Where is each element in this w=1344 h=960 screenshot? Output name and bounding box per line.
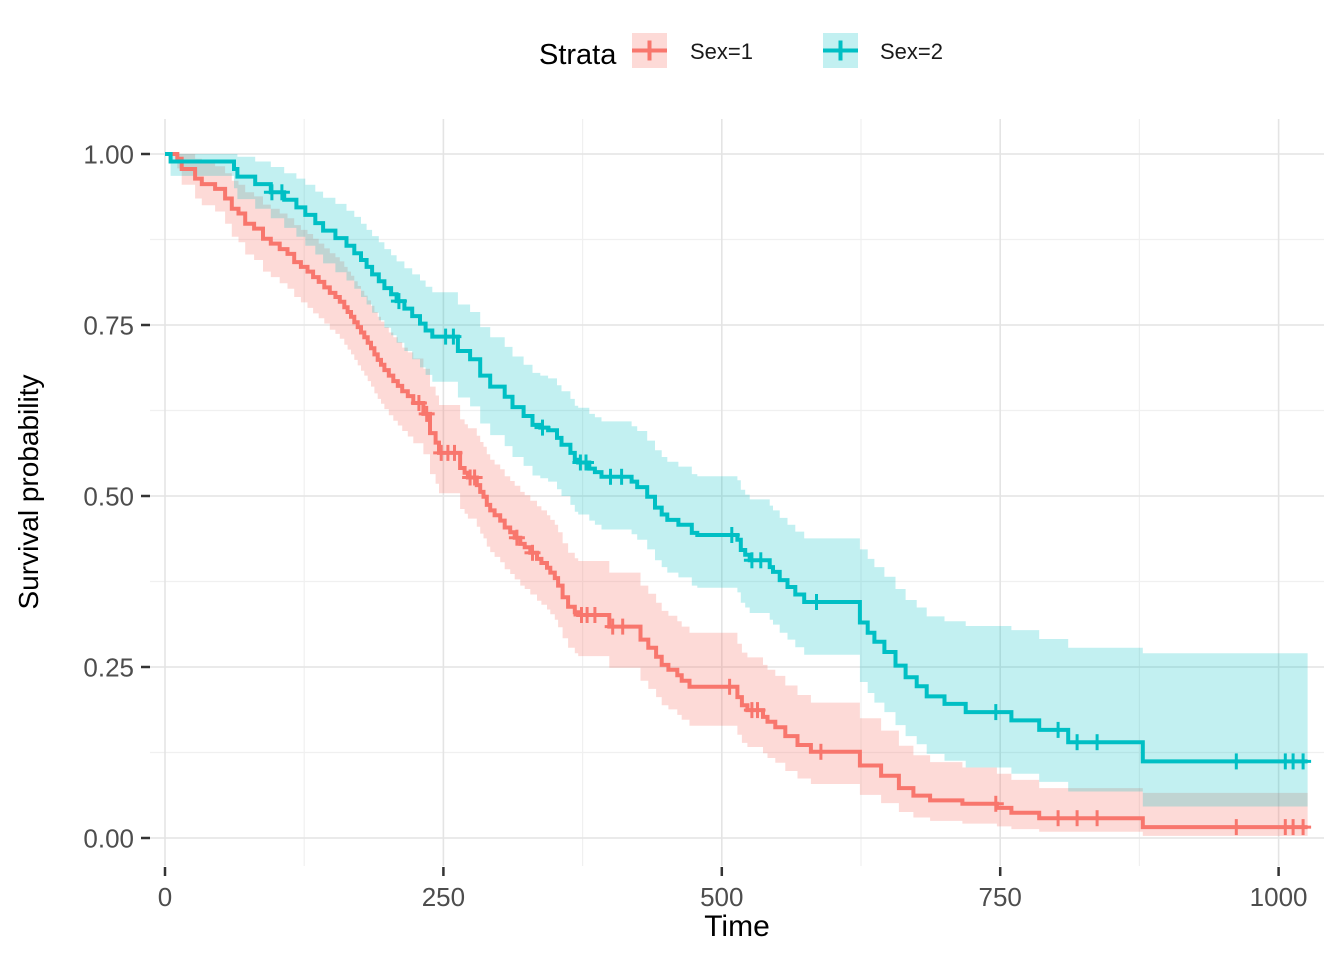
legend-label-sex1: Sex=1 [690, 39, 753, 64]
x-tick-label: 500 [700, 882, 743, 912]
x-tick-label: 250 [422, 882, 465, 912]
x-tick-label: 1000 [1250, 882, 1308, 912]
y-tick-label: 0.00 [83, 824, 134, 854]
legend: Strata Sex=1 Sex=2 [539, 33, 943, 71]
ci-band-sex-2 [165, 154, 1308, 807]
tick-labels: 0 250 500 750 1000 0.00 0.25 0.50 0.75 1.00 [83, 140, 1307, 913]
censor-marks-sex-1 [410, 395, 1312, 836]
y-tick-label: 0.50 [83, 482, 134, 512]
survival-curve-sex-2 [165, 152, 1308, 764]
y-tick-label: 1.00 [83, 140, 134, 170]
x-tick-label: 0 [158, 882, 172, 912]
y-axis-title: Survival probability [13, 375, 44, 610]
legend-item-sex1: Sex=1 [632, 33, 753, 68]
x-tick-label: 750 [979, 882, 1022, 912]
ci-band-sex-1 [165, 154, 1308, 836]
y-tick-label: 0.25 [83, 653, 134, 683]
survival-curve-sex-1 [165, 152, 1308, 830]
y-tick-label: 0.75 [83, 311, 134, 341]
legend-item-sex2: Sex=2 [823, 33, 943, 68]
legend-title: Strata [539, 39, 617, 71]
legend-label-sex2: Sex=2 [880, 39, 943, 64]
censor-marks-sex-2 [263, 184, 1312, 770]
grid-major [150, 119, 1324, 866]
axis-ticks [141, 152, 1280, 876]
x-axis-title: Time [704, 910, 770, 943]
confidence-bands [165, 154, 1308, 836]
survival-curves [165, 152, 1312, 836]
plot-panel: 0 250 500 750 1000 0.00 0.25 0.50 0.75 1.00 [83, 119, 1324, 912]
